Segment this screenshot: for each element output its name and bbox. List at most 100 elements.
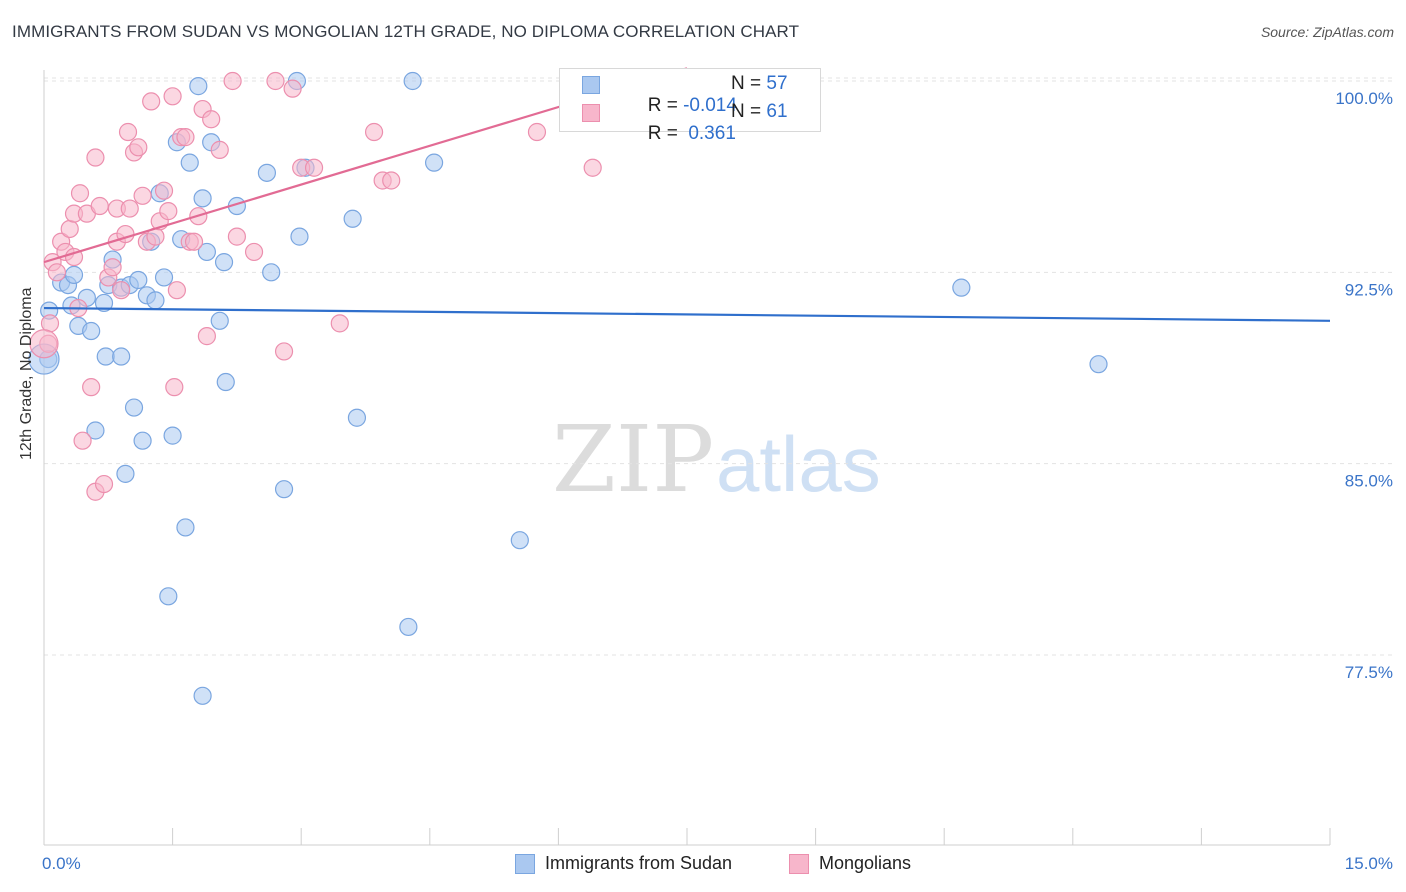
stats-legend: R = -0.014 N = 57 R = 0.361 N = 61 [559,68,821,144]
tick-labels: 77.5% 85.0% 92.5% 100.0% 0.0% 15.0% [42,89,1393,873]
data-point [214,253,234,272]
watermark: ZIP atlas [552,406,881,513]
r-label: R = [647,95,684,116]
data-point [154,181,174,200]
data-point [142,92,161,111]
legend-swatch-pink [789,854,809,874]
series-sudan-points [28,71,1108,705]
source-label: Source: ZipAtlas.com [1260,24,1394,40]
data-point [290,227,309,246]
data-point [86,421,105,440]
series-mongolians-points [29,71,602,501]
data-point [202,110,221,129]
data-point [116,464,135,483]
data-point [197,242,216,262]
data-point [103,258,122,277]
data-point [193,686,212,705]
r-value: -0.014 [683,95,737,116]
data-point [262,263,281,282]
data-point [96,347,115,366]
data-point [216,372,235,392]
data-point [180,153,199,172]
n-value: 61 [766,101,788,122]
data-point [382,171,401,190]
cluster-point [29,329,59,359]
n-label: N = [731,101,767,122]
data-point [176,518,195,537]
data-point [527,122,547,142]
data-point [583,158,602,177]
chart-title: IMMIGRANTS FROM SUDAN VS MONGOLIAN 12TH … [12,22,800,41]
data-point [73,431,92,450]
data-point [60,219,79,239]
data-point [244,242,264,262]
y-tick-label: 100.0% [1335,89,1393,108]
data-point [146,291,165,310]
data-point [133,186,152,205]
x-tick-label: 0.0% [42,854,81,873]
data-point [266,71,285,91]
data-point [274,342,294,361]
swatch-blue [582,76,600,94]
data-point [227,227,246,246]
data-point [184,232,204,251]
data-point [129,270,148,290]
data-point [112,281,131,300]
legend-label-mongolians: Mongolians [819,853,912,873]
legend-label-sudan: Immigrants from Sudan [545,853,733,873]
data-point [120,199,139,218]
data-point [176,128,195,147]
data-point [257,163,277,182]
data-point [274,480,294,499]
data-point [304,158,324,177]
data-point [94,474,114,494]
r-value: 0.361 [683,123,736,144]
legend-swatch-blue [515,854,535,874]
data-point [64,265,84,284]
data-point [47,263,66,282]
data-point [129,138,148,157]
x-tick-label: 15.0% [1345,854,1393,873]
n-value: 57 [766,73,788,94]
data-point [159,587,178,606]
data-point [330,314,349,333]
data-point [347,408,367,427]
y-axis-label: 12th Grade, No Diploma [18,287,35,460]
data-point [165,378,184,397]
r-label: R = [647,123,684,144]
data-point [90,196,109,216]
watermark-zip: ZIP [552,406,714,513]
data-point [133,431,152,450]
data-point [112,347,131,366]
data-point [163,426,182,445]
data-point [364,122,384,142]
swatch-pink [582,104,600,122]
n-label: N = [731,73,767,94]
data-point [399,617,418,637]
trend-line-sudan [43,306,1331,322]
data-point [193,189,212,208]
data-point [510,531,529,550]
data-point [118,122,138,142]
data-point [167,281,186,300]
data-point [197,327,216,346]
data-point [210,140,229,159]
y-tick-label: 77.5% [1345,663,1393,682]
data-point [82,378,101,397]
data-point [86,148,105,167]
data-point [82,321,101,341]
data-point [283,79,302,98]
data-point [223,71,242,91]
data-point [403,71,422,91]
data-point [70,184,90,203]
data-point [1089,355,1108,374]
y-tick-label: 85.0% [1345,472,1393,491]
data-point [189,77,208,96]
data-point [210,311,229,330]
data-point [159,202,178,221]
data-point [154,268,174,287]
data-point [424,153,444,172]
data-point [163,87,182,106]
data-point [124,398,144,417]
